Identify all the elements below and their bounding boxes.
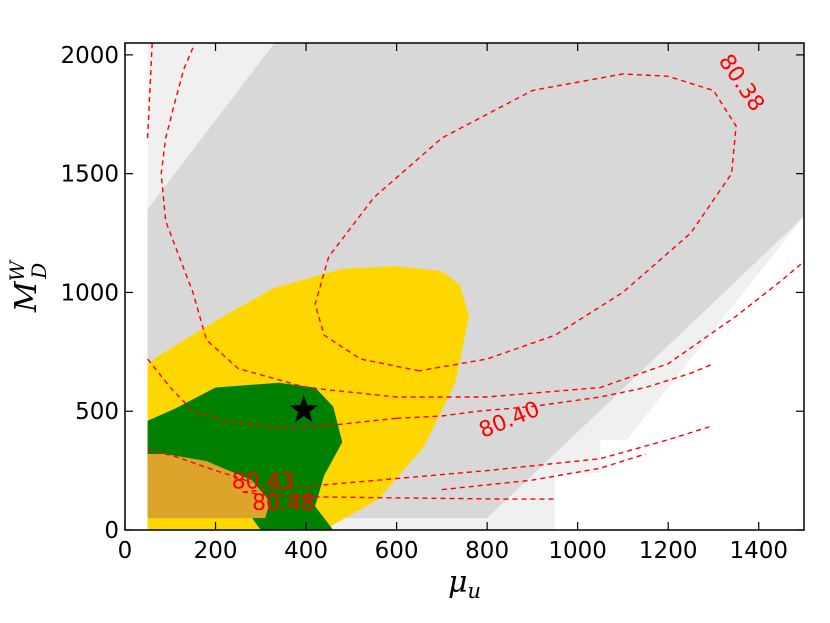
- y-axis-label-main: M: [9, 280, 44, 313]
- contours-layer: [146, 43, 804, 500]
- x-tick-label: 200: [194, 538, 238, 564]
- x-tick-label: 600: [375, 538, 419, 564]
- x-axis-label-subscript: u: [467, 579, 481, 603]
- y-tick-label: 0: [104, 518, 119, 544]
- plot-frame: [124, 42, 805, 531]
- regions-layer: [147, 43, 804, 530]
- x-axis-label-main: μ: [448, 565, 468, 600]
- x-tick-label: 1200: [639, 538, 698, 564]
- white-excluded-region: [555, 304, 804, 530]
- contour-label-3: 80.48: [252, 491, 315, 516]
- contour-line-80-40-3: [396, 363, 714, 419]
- y-tick-label: 1500: [60, 162, 119, 188]
- x-tick-label: 800: [465, 538, 509, 564]
- contour-label-2: 80.43: [232, 469, 295, 494]
- ticks-layer: [124, 43, 804, 531]
- contour-line-80-48-6: [242, 491, 555, 500]
- y-axis-label: MWD: [5, 259, 51, 313]
- marker-layer: [289, 395, 319, 423]
- contour-line-80-48-7: [242, 424, 714, 493]
- best-fit-star: [289, 395, 319, 423]
- y-tick-label: 1000: [60, 280, 119, 306]
- contour-line-80-43-5: [147, 448, 252, 484]
- y-axis-label-superscript: W: [5, 259, 29, 281]
- axis-titles: μu MWD: [5, 259, 481, 603]
- y-tick-label: 2000: [60, 43, 119, 69]
- gold-region: [147, 454, 270, 519]
- contour-line-80-38-1: [160, 47, 804, 398]
- y-axis-label-subscript: D: [27, 263, 51, 280]
- labels-layer: 0 200 400 600 800 1000 1200 1400 0 500 1000 1500 200…: [60, 43, 788, 564]
- contour-line-80-48-8: [441, 453, 646, 491]
- x-axis-label: μu: [448, 565, 481, 603]
- contour-line-80-40-4: [147, 358, 397, 429]
- x-tick-label: 400: [284, 538, 328, 564]
- x-tick-label: 0: [118, 538, 133, 564]
- x-tick-label: 1400: [729, 538, 788, 564]
- contour-line-80-38-2: [314, 73, 737, 372]
- green-region: [147, 382, 343, 530]
- x-tick-label: 1000: [548, 538, 607, 564]
- y-tick-label: 500: [75, 399, 119, 425]
- contour-line-80-38-0: [146, 43, 153, 139]
